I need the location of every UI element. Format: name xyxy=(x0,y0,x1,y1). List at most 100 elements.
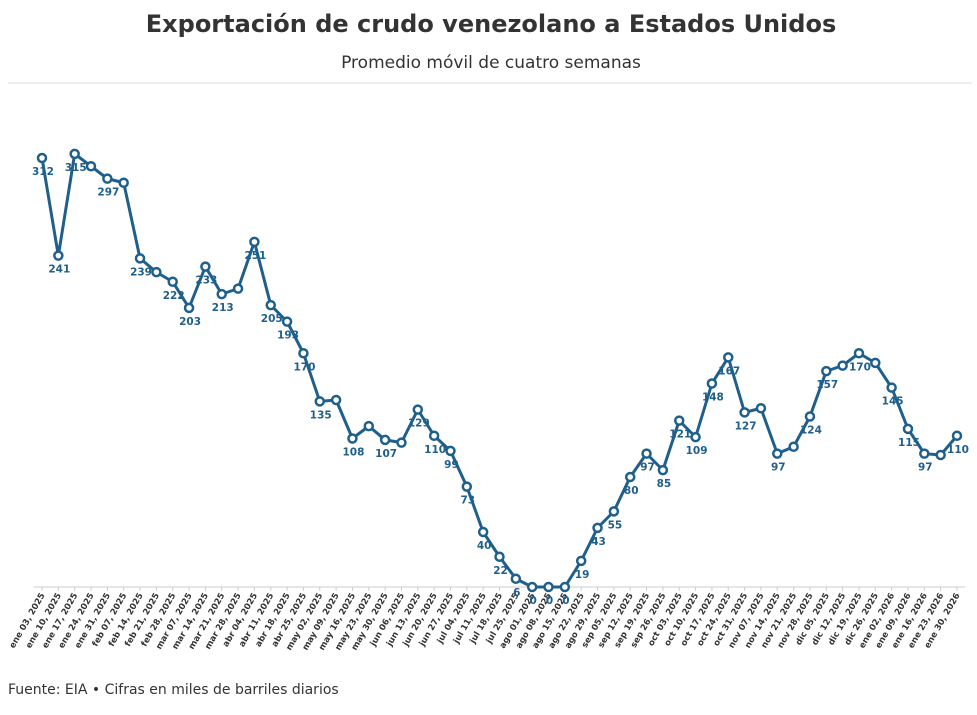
data-point xyxy=(575,555,587,567)
value-label: 251 xyxy=(244,250,266,262)
data-point xyxy=(85,161,97,172)
value-label: 241 xyxy=(48,264,70,276)
value-label: 40 xyxy=(477,540,492,552)
data-point xyxy=(249,236,260,248)
data-point xyxy=(543,581,554,593)
value-label: 157 xyxy=(816,379,838,391)
data-point xyxy=(804,411,816,422)
value-label: 121 xyxy=(669,429,691,441)
data-point xyxy=(118,177,129,188)
data-point xyxy=(755,403,767,414)
data-point xyxy=(200,261,211,272)
chart-subtitle: Promedio móvil de cuatro semanas xyxy=(341,53,641,73)
data-point xyxy=(314,396,326,407)
value-label: 0 xyxy=(546,595,553,607)
data-point xyxy=(330,394,342,406)
data-point xyxy=(69,148,80,160)
value-label: 124 xyxy=(800,425,822,437)
data-point xyxy=(919,448,930,459)
data-point xyxy=(396,437,407,448)
value-label: 127 xyxy=(735,420,757,432)
value-label: 148 xyxy=(702,392,724,404)
data-point xyxy=(298,348,309,359)
data-point xyxy=(690,431,701,443)
data-point xyxy=(379,434,391,446)
data-point xyxy=(902,423,914,435)
chart-title: Exportación de crudo venezolano a Estado… xyxy=(146,10,836,38)
value-label: 22 xyxy=(493,565,508,577)
data-point xyxy=(641,448,652,459)
data-point xyxy=(232,283,244,294)
data-point xyxy=(134,253,146,264)
value-label: 97 xyxy=(640,462,655,474)
data-point xyxy=(510,573,522,584)
data-point xyxy=(870,357,881,369)
value-label: 0 xyxy=(530,595,537,607)
data-point xyxy=(608,506,620,517)
value-label: 170 xyxy=(849,361,871,373)
data-point xyxy=(673,415,685,426)
value-label: 115 xyxy=(898,437,920,449)
data-point xyxy=(886,382,897,393)
value-label: 205 xyxy=(261,313,283,325)
data-point xyxy=(428,430,440,441)
value-label: 6 xyxy=(513,587,520,599)
data-point xyxy=(935,449,946,461)
value-label: 99 xyxy=(444,459,459,471)
data-point xyxy=(624,471,636,483)
data-point xyxy=(102,173,113,184)
value-label: 239 xyxy=(130,266,152,278)
data-line xyxy=(40,152,959,589)
data-point xyxy=(526,581,538,593)
data-point xyxy=(772,448,783,459)
value-label: 203 xyxy=(179,316,201,328)
data-point xyxy=(53,250,64,261)
value-label: 19 xyxy=(575,569,590,581)
data-point xyxy=(723,352,734,363)
data-point xyxy=(559,581,571,593)
data-point xyxy=(151,266,162,278)
value-label: 222 xyxy=(163,290,185,302)
data-point xyxy=(36,152,48,164)
data-point xyxy=(657,464,669,476)
value-label: 233 xyxy=(195,275,217,287)
value-label: 80 xyxy=(624,485,639,497)
data-point xyxy=(281,316,293,327)
data-point xyxy=(837,360,848,371)
value-label: 315 xyxy=(65,162,87,174)
value-label: 145 xyxy=(882,396,904,408)
data-point xyxy=(347,433,358,444)
value-label: 129 xyxy=(408,418,430,430)
data-point xyxy=(739,407,750,418)
data-point xyxy=(477,526,489,538)
value-label: 55 xyxy=(608,519,623,531)
value-label: 213 xyxy=(212,302,234,314)
data-point xyxy=(494,551,505,562)
value-label: 0 xyxy=(562,595,569,607)
value-label: 107 xyxy=(375,448,397,460)
value-label: 97 xyxy=(771,462,786,474)
value-label: 97 xyxy=(918,462,933,474)
data-point xyxy=(821,365,832,377)
value-label: 312 xyxy=(32,166,54,178)
value-label: 167 xyxy=(718,365,740,377)
source-note: Fuente: EIA • Cifras en miles de barrile… xyxy=(8,682,339,698)
value-label: 43 xyxy=(591,536,606,548)
data-point xyxy=(788,441,799,452)
data-point xyxy=(265,299,276,311)
data-point xyxy=(951,430,963,441)
data-point xyxy=(461,481,473,492)
value-label: 135 xyxy=(310,409,332,421)
value-label: 170 xyxy=(293,361,315,373)
value-label: 110 xyxy=(947,444,969,456)
value-label: 108 xyxy=(342,447,364,459)
value-label: 193 xyxy=(277,330,299,342)
value-label: 109 xyxy=(686,445,708,457)
value-label: 110 xyxy=(424,444,446,456)
data-point xyxy=(167,276,178,287)
data-point xyxy=(445,445,456,457)
value-label: 297 xyxy=(97,187,119,199)
data-point xyxy=(412,404,424,415)
data-point xyxy=(853,348,865,359)
